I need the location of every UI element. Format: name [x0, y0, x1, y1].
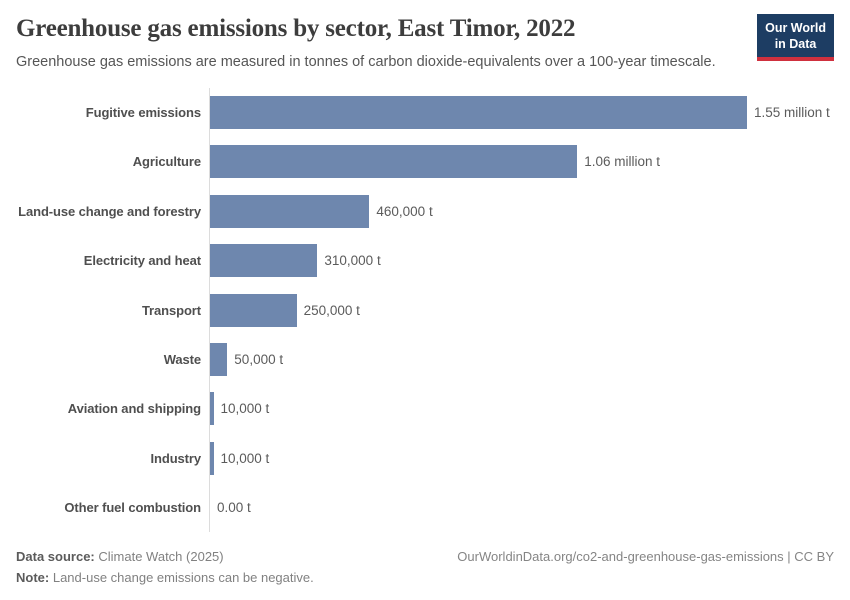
value-label-other-fuel-combustion: 0.00 t	[217, 500, 251, 516]
category-label-text: Land-use change and forestry	[18, 203, 201, 219]
category-label-aviation-and-shipping: Aviation and shipping	[16, 401, 209, 416]
category-label-transport: Transport	[16, 303, 209, 318]
plot-area: 250,000 t	[209, 285, 834, 335]
plot-area: 10,000 t	[209, 433, 834, 483]
value-label-agriculture: 1.06 million t	[584, 154, 660, 170]
bar-land-use-change-and-forestry[interactable]	[210, 194, 370, 228]
chart-row-industry: Industry 10,000 t	[16, 433, 834, 483]
bar-agriculture[interactable]	[210, 145, 578, 179]
chart-row-waste: Waste 50,000 t	[16, 334, 834, 385]
category-label-text: Waste	[163, 351, 201, 367]
category-label-industry: Industry	[16, 451, 209, 466]
bar-aviation-and-shipping[interactable]	[210, 392, 214, 426]
plot-area: 310,000 t	[209, 236, 834, 286]
chart-row-other-fuel-combustion: Other fuel combustion 0.00 t	[16, 482, 834, 533]
plot-area: 1.06 million t	[209, 137, 834, 187]
note-line: Note: Land-use change emissions can be n…	[16, 567, 314, 588]
category-label-text: Fugitive emissions	[85, 105, 201, 121]
bar-chart: Fugitive emissions 1.55 million t Agricult…	[16, 87, 834, 533]
chart-row-agriculture: Agriculture 1.06 million t	[16, 137, 834, 187]
value-label-transport: 250,000 t	[303, 302, 360, 318]
category-label-agriculture: Agriculture	[16, 154, 209, 169]
category-label-text: Agriculture	[132, 154, 201, 170]
chart-header: Greenhouse gas emissions by sector, East…	[16, 14, 834, 72]
plot-area: 460,000 t	[209, 186, 834, 237]
category-label-text: Aviation and shipping	[67, 401, 201, 417]
category-label-text: Industry	[150, 450, 202, 466]
chart-subtitle: Greenhouse gas emissions are measured in…	[16, 54, 716, 70]
value-label-electricity-and-heat: 310,000 t	[324, 253, 381, 269]
bar-transport[interactable]	[210, 293, 297, 327]
category-label-text: Transport	[141, 302, 201, 318]
owid-logo-line2: in Data	[774, 37, 817, 51]
category-label-text: Other fuel combustion	[64, 500, 201, 516]
chart-row-fugitive-emissions: Fugitive emissions 1.55 million t	[16, 87, 834, 138]
page-title: Greenhouse gas emissions by sector, East…	[16, 15, 576, 42]
data-source-label: Data source:	[16, 549, 95, 564]
chart-footer: Data source: Climate Watch (2025) Note: …	[16, 540, 834, 588]
category-label-electricity-and-heat: Electricity and heat	[16, 253, 209, 268]
bar-fugitive-emissions[interactable]	[210, 96, 747, 130]
chart-row-land-use-change-and-forestry: Land-use change and forestry 460,000 t	[16, 186, 834, 237]
credit-link[interactable]: OurWorldinData.org/co2-and-greenhouse-ga…	[457, 549, 834, 564]
value-label-aviation-and-shipping: 10,000 t	[220, 401, 270, 417]
category-label-other-fuel-combustion: Other fuel combustion	[16, 500, 209, 515]
owid-logo-line1: Our World	[765, 21, 826, 35]
plot-area: 10,000 t	[209, 384, 834, 434]
note-value: Land-use change emissions can be negativ…	[52, 570, 314, 585]
bar-waste[interactable]	[210, 342, 228, 376]
note-label: Note:	[16, 570, 50, 585]
chart-row-aviation-and-shipping: Aviation and shipping 10,000 t	[16, 384, 834, 434]
footer-left: Data source: Climate Watch (2025) Note: …	[16, 546, 314, 588]
header-text: Greenhouse gas emissions by sector, East…	[16, 14, 716, 72]
data-source-value: Climate Watch (2025)	[98, 549, 224, 564]
category-label-land-use-change-and-forestry: Land-use change and forestry	[16, 204, 209, 219]
bar-industry[interactable]	[210, 441, 214, 475]
owid-logo[interactable]: Our World in Data	[757, 14, 834, 61]
category-label-fugitive-emissions: Fugitive emissions	[16, 105, 209, 120]
plot-area: 1.55 million t	[209, 87, 834, 138]
category-label-text: Electricity and heat	[83, 253, 201, 269]
value-label-fugitive-emissions: 1.55 million t	[754, 105, 830, 121]
plot-area: 0.00 t	[209, 482, 834, 533]
chart-row-transport: Transport 250,000 t	[16, 285, 834, 335]
category-label-waste: Waste	[16, 352, 209, 367]
data-source-line: Data source: Climate Watch (2025)	[16, 546, 314, 567]
chart-row-electricity-and-heat: Electricity and heat 310,000 t	[16, 236, 834, 286]
plot-area: 50,000 t	[209, 334, 834, 385]
bar-electricity-and-heat[interactable]	[210, 244, 318, 278]
value-label-land-use-change-and-forestry: 460,000 t	[376, 203, 433, 219]
value-label-waste: 50,000 t	[234, 351, 284, 367]
value-label-industry: 10,000 t	[220, 450, 270, 466]
